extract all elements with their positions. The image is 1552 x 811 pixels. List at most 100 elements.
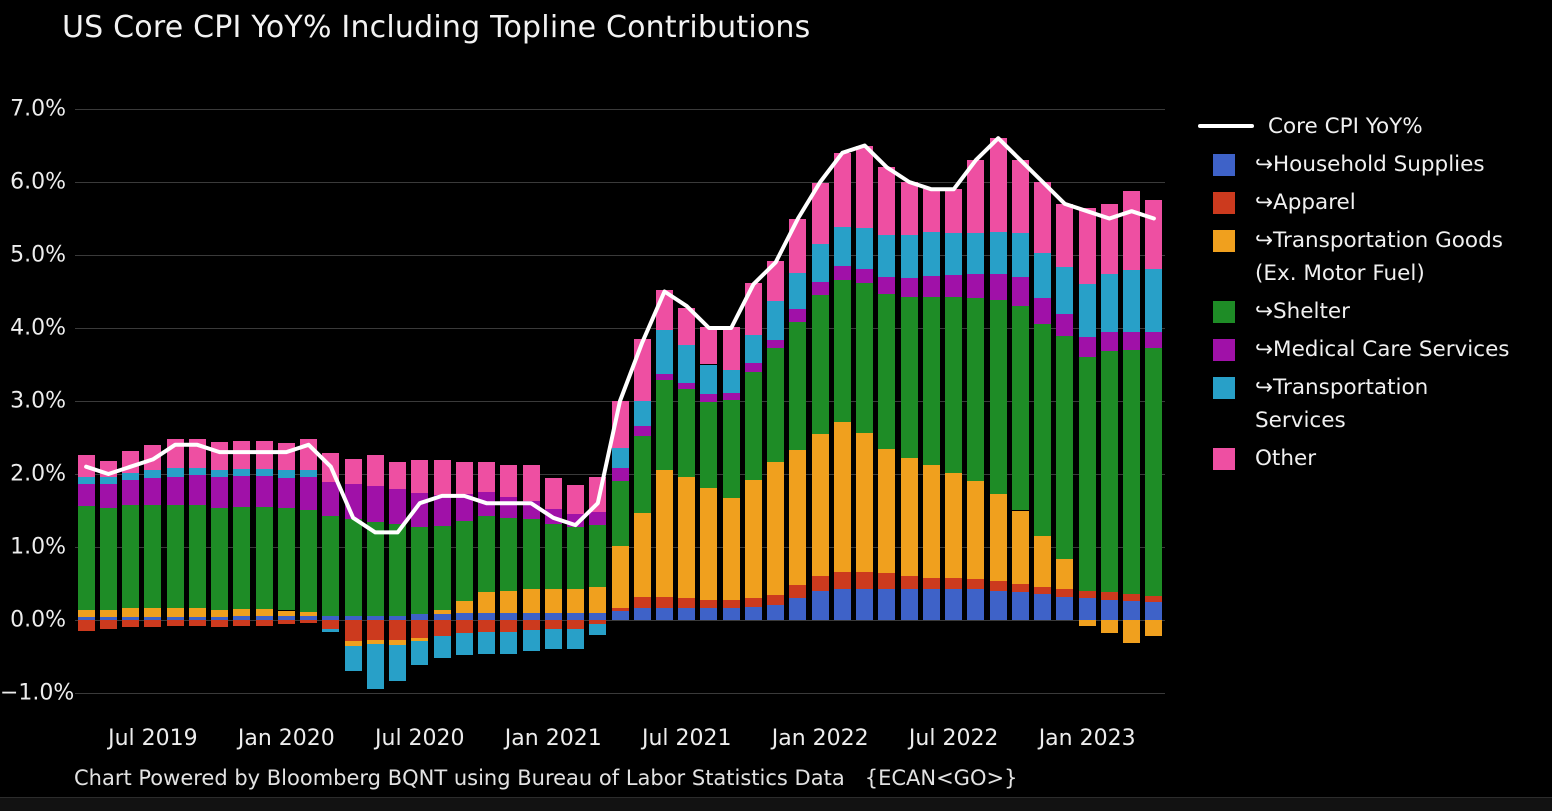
bar-segment <box>878 234 896 277</box>
bar-segment <box>789 218 807 273</box>
y-axis-tick-label: 3.0% <box>10 388 66 414</box>
bar-segment <box>1056 203 1074 267</box>
bar-segment <box>722 498 740 600</box>
bar-segment <box>767 461 785 596</box>
bar-segment <box>1056 314 1074 337</box>
bar-segment <box>1011 306 1029 511</box>
legend-label: Core CPI YoY% <box>1268 114 1423 139</box>
bar-segment <box>767 595 785 606</box>
bar-segment <box>1034 594 1052 620</box>
bar-segment <box>166 468 184 477</box>
bar-segment <box>744 598 762 607</box>
bar-segment <box>1145 595 1163 603</box>
bar-segment <box>811 282 829 296</box>
bar-segment <box>1078 620 1096 626</box>
bar-segment <box>411 638 429 642</box>
bar-segment <box>789 272 807 310</box>
x-axis-tick-label: Jan 2023 <box>1038 726 1136 751</box>
bar-segment <box>922 296 940 465</box>
bar-segment <box>1145 620 1163 637</box>
bar-segment <box>188 475 206 505</box>
bar-segment <box>433 460 451 496</box>
bar-segment <box>900 457 918 577</box>
bar-segment <box>255 616 273 620</box>
legend-swatch <box>1213 301 1235 323</box>
bar-segment <box>122 479 140 505</box>
bar-segment <box>1034 587 1052 595</box>
bar-segment <box>1123 594 1141 601</box>
legend-label: ↪Transportation Goods (Ex. Motor Fuel) <box>1255 228 1503 286</box>
bar-segment <box>544 620 562 629</box>
bar-segment <box>633 401 651 426</box>
bar-segment <box>744 283 762 336</box>
bar-segment <box>967 160 985 234</box>
legend-label: ↪Apparel <box>1255 190 1356 215</box>
bar-segment <box>544 523 562 590</box>
bar-segment <box>611 607 629 612</box>
bar-segment <box>1056 266 1074 315</box>
bar-segment <box>1100 599 1118 620</box>
bar-segment <box>344 645 362 672</box>
bar-segment <box>922 189 940 233</box>
bar-segment <box>99 476 117 485</box>
bar-segment <box>433 636 451 658</box>
bar-segment <box>122 620 140 628</box>
bar-segment <box>1078 207 1096 285</box>
bar-segment <box>478 515 496 593</box>
bar-segment <box>922 577 940 590</box>
bar-segment <box>811 183 829 245</box>
bar-segment <box>233 468 251 477</box>
bar-segment <box>122 617 140 620</box>
bar-segment <box>144 620 162 628</box>
bar-segment <box>744 606 762 620</box>
bar-segment <box>455 620 473 634</box>
bar-segment <box>611 611 629 620</box>
bar-segment <box>900 278 918 298</box>
bar-segment <box>99 507 117 610</box>
bar-segment <box>344 458 362 485</box>
bar-segment <box>900 234 918 279</box>
bar-segment <box>589 624 607 635</box>
bar-segment <box>945 189 963 234</box>
bar-segment <box>567 514 584 528</box>
bar-segment <box>811 433 829 577</box>
bar-segment <box>633 597 651 609</box>
bar-segment <box>611 447 629 469</box>
x-axis-tick-label: Jan 2022 <box>771 726 869 751</box>
bar-segment <box>77 617 95 620</box>
y-axis-tick-label: 6.0% <box>10 169 66 195</box>
bar-segment <box>522 620 540 631</box>
bar-segment <box>856 145 874 228</box>
bar-segment <box>655 379 673 471</box>
bar-segment <box>277 477 295 509</box>
bar-segment <box>255 609 273 617</box>
bar-segment <box>478 631 496 654</box>
bar-segment <box>633 436 651 513</box>
bar-segment <box>255 468 273 477</box>
bar-segment <box>166 608 184 618</box>
gridline-0.0% <box>75 620 1165 621</box>
bar-segment <box>700 608 718 620</box>
bar-segment <box>478 461 496 493</box>
bar-segment <box>99 460 117 477</box>
bar-segment <box>344 615 362 620</box>
bar-segment <box>744 371 762 480</box>
bar-segment <box>544 628 562 650</box>
bar-segment <box>678 382 696 389</box>
legend-swatch <box>1213 377 1235 399</box>
bar-segment <box>366 620 384 641</box>
legend-item-shelter: ↪Shelter <box>1192 295 1522 328</box>
bar-segment <box>633 425 651 437</box>
bar-segment <box>99 609 117 618</box>
bar-segment <box>255 620 273 626</box>
bar-segment <box>389 489 407 525</box>
bar-segment <box>277 442 295 471</box>
bar-segment <box>1056 558 1074 590</box>
bar-segment <box>767 348 785 462</box>
bar-segment <box>856 227 874 269</box>
bar-segment <box>300 509 318 612</box>
bar-segment <box>833 226 851 266</box>
bar-segment <box>366 522 384 616</box>
bar-segment <box>1145 331 1163 348</box>
bar-segment <box>211 620 229 628</box>
